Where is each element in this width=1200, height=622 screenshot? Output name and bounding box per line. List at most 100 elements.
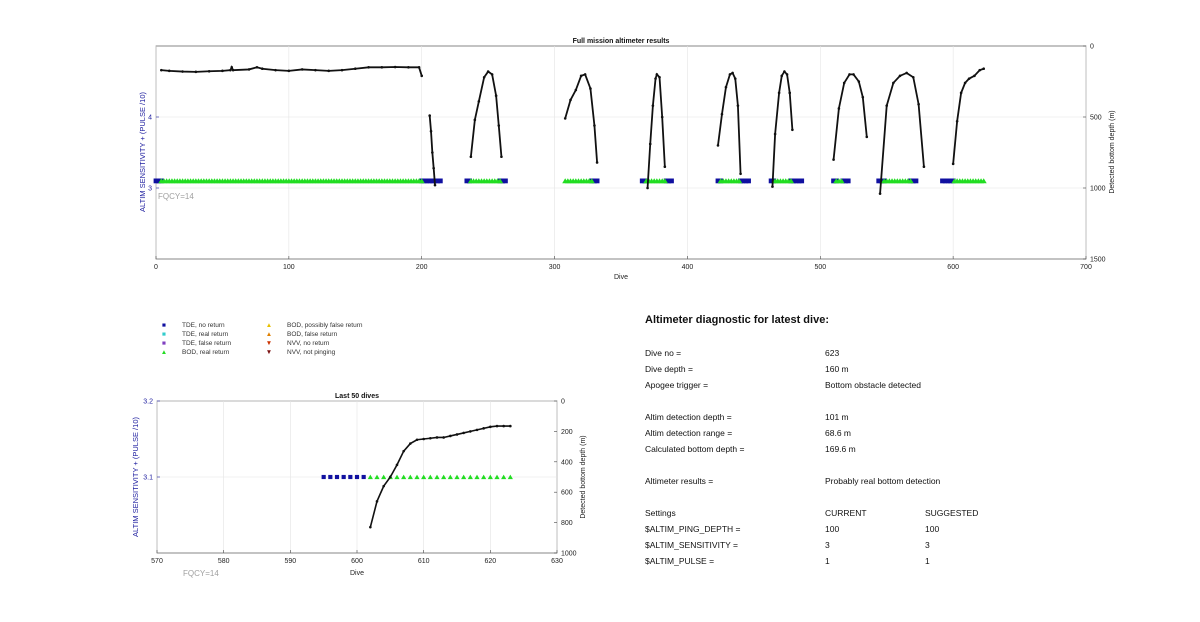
y2-tick-label: 0 <box>1090 44 1094 51</box>
bottom-depth-point <box>221 69 224 73</box>
square-marker-icon: ■ <box>162 322 166 329</box>
bod-real-return-marker <box>661 178 668 184</box>
bottom-depth-point <box>255 66 259 69</box>
bottom-depth-point <box>963 81 967 85</box>
x-tick-label: 570 <box>151 558 163 565</box>
tde-no-return-marker <box>796 178 802 184</box>
bottom-depth-point <box>733 77 737 80</box>
y-tick-label: 3.1 <box>143 475 153 482</box>
diagnostic-value: 100 <box>825 524 840 534</box>
bod-real-return-marker <box>407 474 413 480</box>
tde-no-return-marker <box>341 474 346 480</box>
bottom-depth-point <box>160 68 163 72</box>
bottom-depth-point <box>167 69 171 73</box>
diagnostic-row: Settings CURRENT SUGGESTED <box>645 508 1145 520</box>
diagnostic-label: Calculated bottom depth = <box>645 444 745 454</box>
bottom-depth-point <box>905 71 908 75</box>
bod-real-return-marker <box>507 474 513 480</box>
legend-label: NVV, no return <box>287 340 330 347</box>
diagnostic-value: 160 m <box>825 364 849 374</box>
bottom-depth-point <box>857 80 861 83</box>
diagnostic-suggested-value: SUGGESTED <box>925 508 979 518</box>
last-50-xlabel: Dive <box>350 570 364 577</box>
full-mission-depth-lines <box>160 65 985 195</box>
x-tick-label: 300 <box>549 264 561 271</box>
bottom-depth-point <box>407 66 410 69</box>
last-50-y-ticks: 3.1 3.2 <box>143 399 160 482</box>
last-50-y2label: Detected bottom depth (m) <box>580 435 587 518</box>
bottom-depth-point <box>593 124 596 127</box>
tde-no-return-marker <box>354 474 360 480</box>
diagnostic-label: $ALTIM_PULSE = <box>645 556 715 566</box>
bottom-depth-point <box>207 69 211 73</box>
last-50-title: Last 50 dives <box>335 393 379 400</box>
bottom-depth-point <box>327 69 331 73</box>
tde-no-return-marker <box>743 178 749 184</box>
diagnostic-suggested-value: 1 <box>925 556 930 566</box>
x-tick-label: 610 <box>418 558 430 565</box>
bottom-depth-point <box>739 172 742 176</box>
bottom-depth-point <box>428 114 431 117</box>
bottom-depth-point <box>861 95 865 99</box>
diagnostic-suggested-value: 100 <box>925 524 940 534</box>
tde-no-return-marker <box>594 178 600 184</box>
diagnostic-value: 623 <box>825 348 840 358</box>
tde-no-return-marker <box>435 178 441 184</box>
bottom-depth-point <box>429 129 433 133</box>
bottom-depth-point <box>791 128 794 132</box>
diagnostic-value: 101 m <box>825 412 849 422</box>
bottom-depth-point <box>409 442 412 445</box>
diagnostic-row: Calculated bottom depth = 169.6 m <box>645 444 1145 456</box>
tde-no-return-marker <box>500 178 506 184</box>
bottom-depth-point <box>482 427 485 430</box>
x-tick-label: 630 <box>551 558 563 565</box>
bottom-depth-point <box>429 436 432 440</box>
last-50-y2-ticks: 0 200 400 600 800 1000 <box>554 399 577 558</box>
tde-no-return-marker <box>592 178 597 184</box>
tde-no-return-marker <box>427 178 433 184</box>
tde-no-return-marker <box>831 178 836 184</box>
bottom-depth-point <box>788 91 792 95</box>
x-tick-label: 590 <box>284 558 296 565</box>
diagnostic-value: 68.6 m <box>825 428 851 438</box>
tde-no-return-marker <box>421 178 427 184</box>
bod-real-return-marker <box>487 474 493 480</box>
y-tick-label: 3.2 <box>143 399 153 406</box>
bottom-depth-point <box>194 70 198 74</box>
y2-tick-label: 1000 <box>1090 186 1106 193</box>
legend-item: ▲ BOD, real return <box>160 349 230 356</box>
triangle-up-marker-icon: ▲ <box>160 349 168 356</box>
bottom-depth-point <box>422 437 425 441</box>
bottom-depth-point <box>720 112 724 116</box>
bottom-depth-point <box>646 186 649 190</box>
bottom-depth-point <box>583 73 587 76</box>
bottom-depth-point <box>654 77 657 80</box>
legend-label: TDE, real return <box>182 331 229 338</box>
diagnostic-value: 1 <box>825 556 830 566</box>
last-50-markers <box>321 474 513 480</box>
last-50-dives-chart: 570 580 590 600 610 620 630 3.1 3.2 0 200 400 600 8… <box>131 393 587 578</box>
tde-no-return-marker <box>845 178 851 184</box>
bottom-depth-point <box>885 104 889 107</box>
bod-real-return-marker <box>788 178 795 184</box>
bottom-depth-point <box>663 165 667 168</box>
bottom-depth-point <box>509 424 512 428</box>
full-mission-fqcy-label: FQCY=14 <box>158 192 194 201</box>
triangle-down-marker-icon: ▼ <box>265 340 273 347</box>
legend-item: ■ TDE, real return <box>160 331 228 338</box>
bottom-depth-point <box>433 183 437 187</box>
full-mission-grid <box>155 46 1087 259</box>
bottom-depth-point <box>469 430 472 433</box>
y-tick-label: 3 <box>148 186 152 193</box>
bod-real-return-marker <box>414 474 420 480</box>
bod-real-return-marker <box>980 178 987 184</box>
diagnostic-row: Altim detection range = 68.6 m <box>645 428 1145 440</box>
bottom-depth-point <box>973 74 976 78</box>
bod-real-return-marker <box>434 474 440 480</box>
tde-no-return-marker <box>746 178 751 184</box>
diagnostic-value: Probably real bottom detection <box>825 476 941 486</box>
triangle-up-marker-icon: ▲ <box>265 322 273 329</box>
bottom-depth-point <box>967 77 971 80</box>
last-50-ylabel: ALTIM SENSITIVITY + (PULSE /10) <box>131 417 140 537</box>
tde-no-return-marker <box>669 178 674 184</box>
